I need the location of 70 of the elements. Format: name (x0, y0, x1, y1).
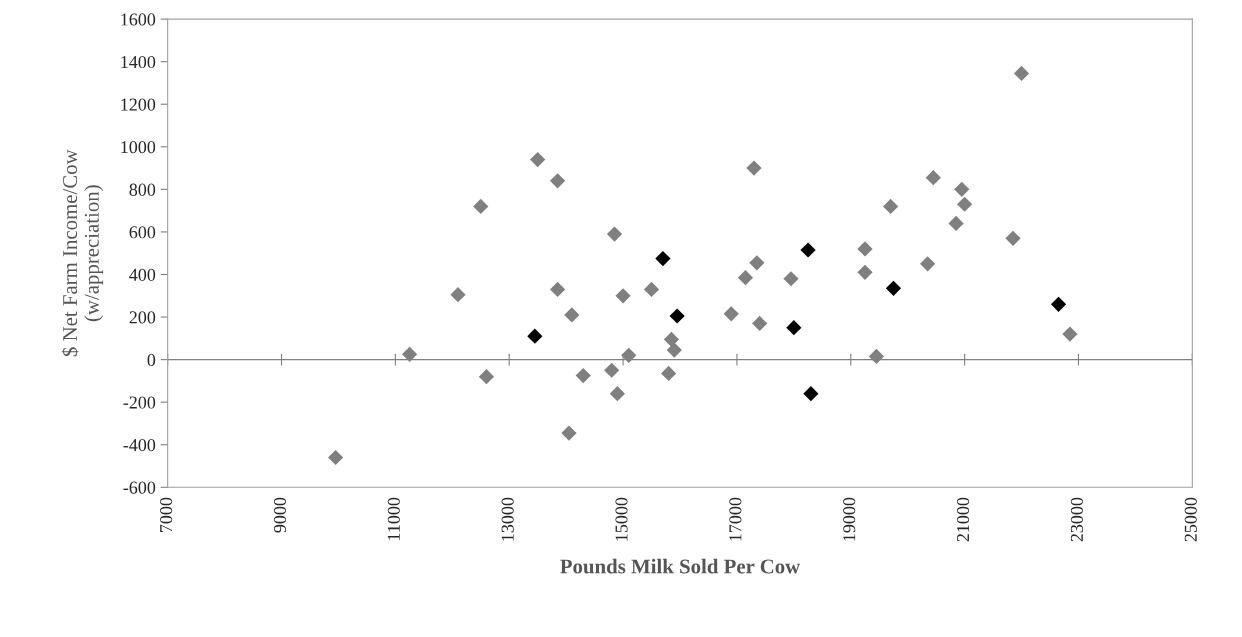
x-tick-label: 9000 (273, 497, 287, 533)
point (550, 281, 566, 297)
y-tick-label: 0 (147, 353, 156, 367)
point (800, 242, 816, 258)
point (604, 362, 620, 378)
point (883, 198, 899, 214)
point (606, 226, 623, 242)
point (527, 328, 543, 344)
point (550, 173, 566, 189)
y-tick-label: 200 (129, 311, 156, 324)
point (530, 151, 546, 168)
point (746, 160, 762, 176)
point (803, 386, 819, 402)
x-tick-label: 13000 (501, 497, 514, 541)
point (473, 198, 489, 214)
x-axis-title: Pounds Milk Sold Per Cow (560, 558, 801, 574)
point (575, 367, 591, 384)
y-tick-label: -200 (123, 396, 156, 409)
y-tick-label: 1600 (121, 13, 156, 26)
point (885, 280, 902, 296)
point (1062, 326, 1078, 342)
x-tick-label: 11000 (387, 497, 400, 540)
y-axis-title: $ Net Farm Income/Cow (w/appreciation) (61, 149, 104, 357)
y-tick-label: 1400 (121, 55, 156, 69)
point (957, 196, 973, 212)
point (786, 320, 802, 336)
y-tick-label: 600 (129, 226, 156, 239)
point (954, 181, 970, 197)
point (783, 271, 799, 287)
point (1050, 296, 1067, 312)
point (609, 386, 625, 402)
point (752, 315, 768, 332)
point (643, 281, 660, 297)
point (661, 365, 677, 382)
point (723, 306, 739, 322)
point (868, 348, 884, 365)
point (478, 369, 495, 385)
x-tick-label: 15000 (615, 497, 628, 541)
point (1005, 230, 1021, 246)
point (669, 308, 685, 324)
y-tick-label: 400 (129, 268, 156, 281)
point (655, 250, 671, 267)
point (401, 346, 418, 362)
point (737, 270, 754, 286)
point (857, 264, 873, 280)
point (561, 425, 577, 441)
point (948, 215, 964, 232)
point (1013, 65, 1030, 81)
point (450, 287, 466, 303)
x-tick-label: 21000 (956, 497, 970, 542)
point (564, 307, 580, 323)
point (749, 255, 765, 271)
point (925, 170, 941, 186)
y-tick-label: -400 (123, 439, 156, 452)
point (920, 256, 936, 272)
y-tick-label: -600 (123, 481, 156, 494)
x-tick-label: 17000 (729, 497, 742, 541)
x-tick-label: 25000 (1184, 497, 1197, 542)
point (327, 449, 344, 466)
point (857, 241, 873, 257)
point (621, 347, 637, 363)
x-tick-label: 23000 (1070, 497, 1083, 542)
y-tick-label: 800 (129, 183, 156, 196)
y-tick-label: 1200 (121, 98, 156, 111)
point (666, 342, 682, 358)
point (615, 288, 631, 304)
point (663, 331, 680, 348)
x-tick-label: 19000 (843, 497, 856, 541)
x-tick-label: 7000 (160, 497, 173, 532)
y-tick-label: 1000 (121, 141, 156, 154)
